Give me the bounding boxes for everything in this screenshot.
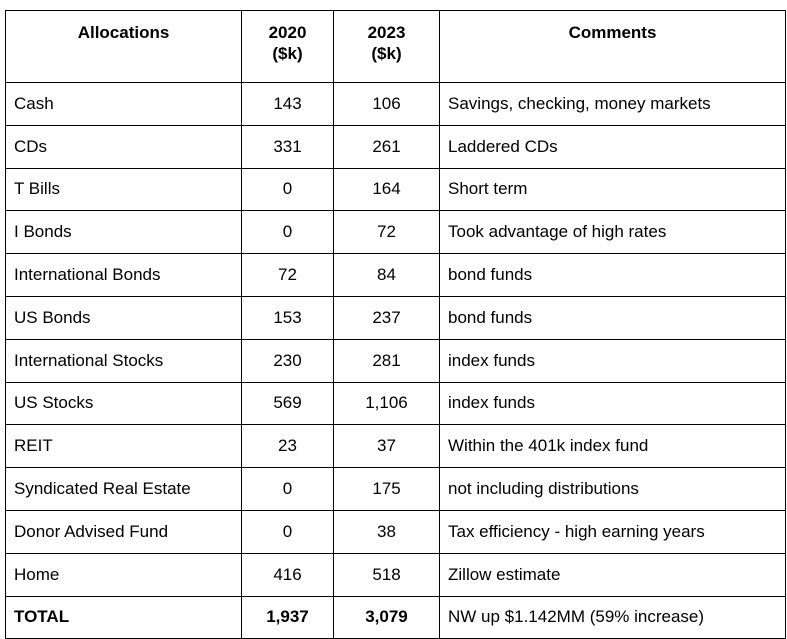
table-row: International Stocks 230 281 index funds	[5, 338, 786, 383]
row-value-2020: 143	[241, 82, 334, 126]
row-comment: Savings, checking, money markets	[439, 82, 786, 126]
row-value-2023: 1,106	[333, 381, 440, 426]
header-2023-unit: ($k)	[371, 44, 402, 63]
header-comments: Comments	[439, 10, 786, 83]
row-comment: Zillow estimate	[439, 552, 786, 597]
row-value-2020: 230	[241, 338, 334, 383]
row-value-2023: 106	[333, 82, 440, 126]
row-label: Donor Advised Fund	[5, 509, 242, 554]
row-comment: Tax efficiency - high earning years	[439, 509, 786, 554]
row-value-2020: 416	[241, 552, 334, 597]
row-comment: index funds	[439, 381, 786, 426]
table-row: CDs 331 261 Laddered CDs	[5, 124, 786, 169]
total-comment: NW up $1.142MM (59% increase)	[439, 595, 786, 639]
table-row: International Bonds 72 84 bond funds	[5, 253, 786, 297]
table-row: Cash 143 106 Savings, checking, money ma…	[5, 82, 786, 126]
table-row: Donor Advised Fund 0 38 Tax efficiency -…	[5, 509, 786, 554]
header-comments-label: Comments	[568, 23, 657, 42]
row-value-2023: 37	[333, 424, 440, 469]
row-comment: Laddered CDs	[439, 124, 786, 169]
header-2023: 2023 ($k)	[333, 10, 440, 83]
row-comment: not including distributions	[439, 467, 786, 511]
row-comment: bond funds	[439, 253, 786, 297]
total-value-2023: 3,079	[333, 595, 440, 639]
row-value-2020: 0	[241, 210, 334, 255]
table-row: US Stocks 569 1,106 index funds	[5, 381, 786, 426]
row-value-2020: 72	[241, 253, 334, 297]
total-value-2020: 1,937	[241, 595, 334, 639]
row-comment: Within the 401k index fund	[439, 424, 786, 469]
header-allocations: Allocations	[5, 10, 242, 83]
row-value-2023: 84	[333, 253, 440, 297]
row-value-2020: 569	[241, 381, 334, 426]
total-label: TOTAL	[5, 595, 242, 639]
row-value-2023: 38	[333, 509, 440, 554]
row-value-2020: 0	[241, 167, 334, 212]
header-2020: 2020 ($k)	[241, 10, 334, 83]
row-value-2023: 72	[333, 210, 440, 255]
row-value-2023: 164	[333, 167, 440, 212]
allocations-table: Allocations 2020 ($k) 2023 ($k) Comments…	[5, 10, 786, 639]
row-label: CDs	[5, 124, 242, 169]
header-allocations-label: Allocations	[77, 23, 170, 42]
row-label: US Stocks	[5, 381, 242, 426]
row-label: REIT	[5, 424, 242, 469]
table-row: T Bills 0 164 Short term	[5, 167, 786, 212]
row-value-2020: 23	[241, 424, 334, 469]
row-comment: Short term	[439, 167, 786, 212]
table-row: REIT 23 37 Within the 401k index fund	[5, 424, 786, 469]
row-label: Cash	[5, 82, 242, 126]
row-value-2020: 153	[241, 295, 334, 340]
row-label: International Stocks	[5, 338, 242, 383]
row-value-2020: 0	[241, 467, 334, 511]
row-value-2023: 518	[333, 552, 440, 597]
table-row: Syndicated Real Estate 0 175 not includi…	[5, 467, 786, 511]
row-label: Syndicated Real Estate	[5, 467, 242, 511]
table-header-row: Allocations 2020 ($k) 2023 ($k) Comments	[5, 10, 786, 83]
header-2023-year: 2023	[367, 23, 406, 42]
total-row: TOTAL 1,937 3,079 NW up $1.142MM (59% in…	[5, 595, 786, 639]
row-value-2020: 331	[241, 124, 334, 169]
row-value-2023: 237	[333, 295, 440, 340]
row-value-2023: 261	[333, 124, 440, 169]
row-label: US Bonds	[5, 295, 242, 340]
row-label: International Bonds	[5, 253, 242, 297]
header-2020-year: 2020	[268, 23, 307, 42]
header-2020-unit: ($k)	[272, 44, 303, 63]
table-row: US Bonds 153 237 bond funds	[5, 295, 786, 340]
row-label: I Bonds	[5, 210, 242, 255]
table-row: Home 416 518 Zillow estimate	[5, 552, 786, 597]
row-comment: bond funds	[439, 295, 786, 340]
row-comment: index funds	[439, 338, 786, 383]
row-value-2023: 281	[333, 338, 440, 383]
row-label: T Bills	[5, 167, 242, 212]
row-value-2023: 175	[333, 467, 440, 511]
row-label: Home	[5, 552, 242, 597]
row-comment: Took advantage of high rates	[439, 210, 786, 255]
row-value-2020: 0	[241, 509, 334, 554]
table-row: I Bonds 0 72 Took advantage of high rate…	[5, 210, 786, 255]
